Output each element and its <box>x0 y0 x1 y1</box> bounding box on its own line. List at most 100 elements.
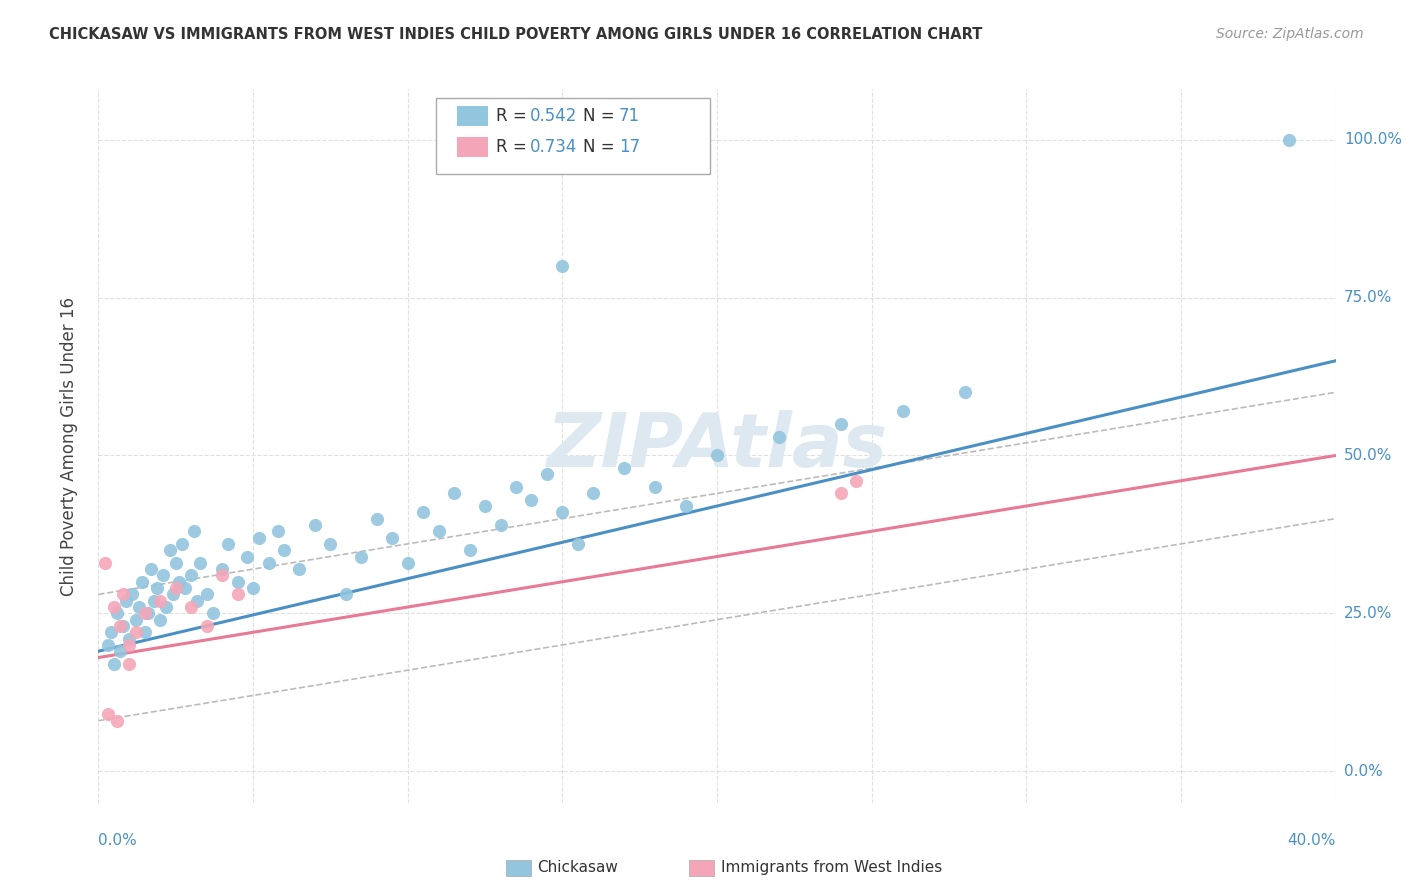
Point <box>195 619 218 633</box>
Point <box>582 486 605 500</box>
Point <box>186 593 208 607</box>
Point <box>183 524 205 539</box>
Text: Immigrants from West Indies: Immigrants from West Indies <box>721 860 942 874</box>
Point <box>396 556 419 570</box>
Point <box>136 607 159 621</box>
Text: Source: ZipAtlas.com: Source: ZipAtlas.com <box>1216 27 1364 41</box>
Point <box>93 556 115 570</box>
Point <box>165 556 187 570</box>
Point <box>267 524 290 539</box>
Point <box>427 524 450 539</box>
Text: 40.0%: 40.0% <box>1288 833 1336 848</box>
Point <box>167 574 190 589</box>
Point <box>768 429 790 443</box>
Point <box>97 707 120 722</box>
Point <box>121 587 143 601</box>
Text: N =: N = <box>583 107 620 125</box>
Point <box>103 600 125 615</box>
Point <box>118 632 141 646</box>
Point <box>412 505 434 519</box>
Point <box>165 581 187 595</box>
Point <box>112 619 135 633</box>
Point <box>195 587 218 601</box>
Text: R =: R = <box>496 107 533 125</box>
Point <box>1278 133 1301 147</box>
Point <box>242 581 264 595</box>
Point <box>124 613 146 627</box>
Point <box>891 404 914 418</box>
Point <box>474 499 496 513</box>
Point <box>105 607 128 621</box>
Text: 50.0%: 50.0% <box>1344 448 1392 463</box>
Text: 0.542: 0.542 <box>530 107 578 125</box>
Point <box>443 486 465 500</box>
Point <box>567 537 589 551</box>
Point <box>505 480 527 494</box>
Point <box>489 517 512 532</box>
Point <box>247 531 270 545</box>
Point <box>146 581 169 595</box>
Point <box>108 619 131 633</box>
Point <box>103 657 125 671</box>
Point <box>217 537 239 551</box>
Point <box>335 587 357 601</box>
Point <box>304 517 326 532</box>
Point <box>108 644 131 658</box>
Text: ZIPAtlas: ZIPAtlas <box>547 409 887 483</box>
Point <box>149 593 172 607</box>
Point <box>97 638 120 652</box>
Text: N =: N = <box>583 138 620 156</box>
Text: 0.734: 0.734 <box>530 138 578 156</box>
Point <box>520 492 543 507</box>
Point <box>180 568 202 582</box>
Point <box>139 562 162 576</box>
Point <box>162 587 184 601</box>
Point <box>226 587 249 601</box>
Point <box>105 714 128 728</box>
Point <box>706 449 728 463</box>
Text: 25.0%: 25.0% <box>1344 606 1392 621</box>
Point <box>830 417 852 431</box>
Point <box>190 556 212 570</box>
Point <box>288 562 311 576</box>
Text: Chickasaw: Chickasaw <box>537 860 619 874</box>
Point <box>381 531 404 545</box>
Text: 71: 71 <box>619 107 640 125</box>
Point <box>134 607 156 621</box>
Point <box>131 574 153 589</box>
Point <box>226 574 249 589</box>
Point <box>118 657 141 671</box>
Point <box>551 505 574 519</box>
Point <box>953 385 976 400</box>
Y-axis label: Child Poverty Among Girls Under 16: Child Poverty Among Girls Under 16 <box>59 296 77 596</box>
Point <box>134 625 156 640</box>
Point <box>613 461 636 475</box>
Point <box>124 625 146 640</box>
Point <box>100 625 122 640</box>
Point <box>143 593 166 607</box>
Text: 0.0%: 0.0% <box>1344 764 1382 779</box>
Text: R =: R = <box>496 138 533 156</box>
Point <box>350 549 373 564</box>
Point <box>174 581 197 595</box>
Point <box>149 613 172 627</box>
Point <box>170 537 193 551</box>
Point <box>845 474 868 488</box>
Text: 0.0%: 0.0% <box>98 833 138 848</box>
Text: 75.0%: 75.0% <box>1344 290 1392 305</box>
Point <box>211 568 233 582</box>
Point <box>159 543 181 558</box>
Point <box>675 499 697 513</box>
Point <box>644 480 666 494</box>
Text: 100.0%: 100.0% <box>1344 132 1402 147</box>
Text: CHICKASAW VS IMMIGRANTS FROM WEST INDIES CHILD POVERTY AMONG GIRLS UNDER 16 CORR: CHICKASAW VS IMMIGRANTS FROM WEST INDIES… <box>49 27 983 42</box>
Point <box>319 537 342 551</box>
Point <box>211 562 233 576</box>
Point <box>115 593 138 607</box>
Point <box>236 549 259 564</box>
Point <box>128 600 150 615</box>
Point <box>118 638 141 652</box>
Point <box>551 259 574 273</box>
Point <box>536 467 558 482</box>
Point <box>458 543 481 558</box>
